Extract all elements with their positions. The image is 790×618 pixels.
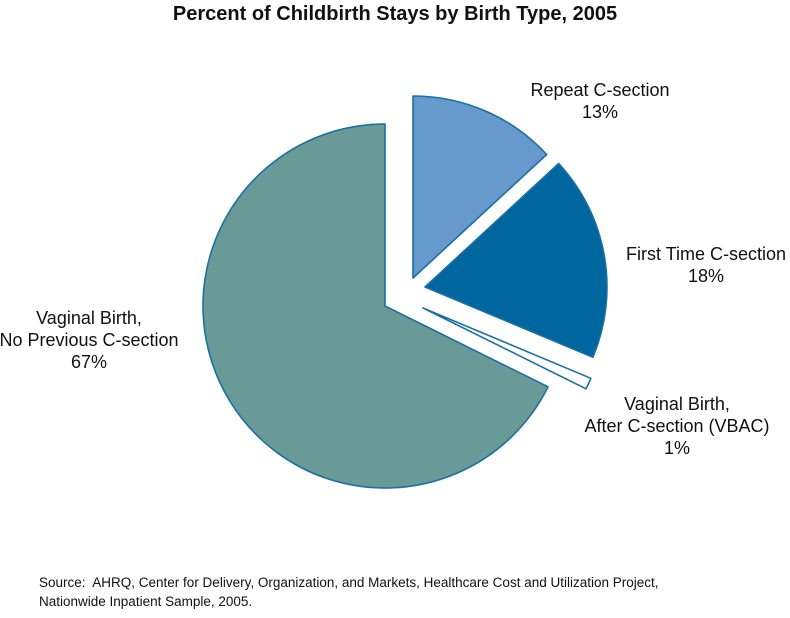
slice-value-label: 18% bbox=[687, 266, 725, 286]
slice-label-line: After C-section (VBAC) bbox=[584, 416, 770, 436]
slice-label-line: Vaginal Birth, bbox=[624, 394, 730, 414]
slice-value-label: 1% bbox=[663, 438, 691, 458]
source-note-line: Source: AHRQ, Center for Delivery, Organ… bbox=[39, 575, 659, 590]
source-note: Source: AHRQ, Center for Delivery, Organ… bbox=[39, 574, 659, 611]
slice-label-line: First Time C-section bbox=[625, 244, 787, 264]
slice-label-vaginal-birth-after-c-section-vbac: Vaginal Birth, After C-section (VBAC) 1% bbox=[584, 393, 769, 459]
chart-title: Percent of Childbirth Stays by Birth Typ… bbox=[172, 3, 618, 25]
slice-label-line: Repeat C-section bbox=[530, 80, 670, 100]
slice-label-line: Vaginal Birth, bbox=[36, 308, 142, 328]
slice-value-label: 13% bbox=[581, 102, 619, 122]
pie-slice-repeat-c-section bbox=[412, 95, 548, 279]
slice-label-first-time-c-section: First Time C-section 18% bbox=[626, 243, 786, 287]
slice-label-line: No Previous C-section bbox=[0, 330, 179, 350]
pie-slice-vaginal-birth-no-previous-c-section bbox=[202, 123, 549, 489]
pie-slice-first-time-c-section bbox=[424, 162, 608, 359]
slice-label-vaginal-birth-no-previous-c-section: Vaginal Birth, No Previous C-section 67% bbox=[0, 307, 179, 373]
slice-value-label: 67% bbox=[70, 352, 108, 372]
slice-label-repeat-c-section: Repeat C-section 13% bbox=[530, 79, 669, 123]
source-note-line: Nationwide Inpatient Sample, 2005. bbox=[39, 593, 253, 609]
pie-slice-vaginal-birth-after-c-section-vbac bbox=[422, 307, 592, 390]
